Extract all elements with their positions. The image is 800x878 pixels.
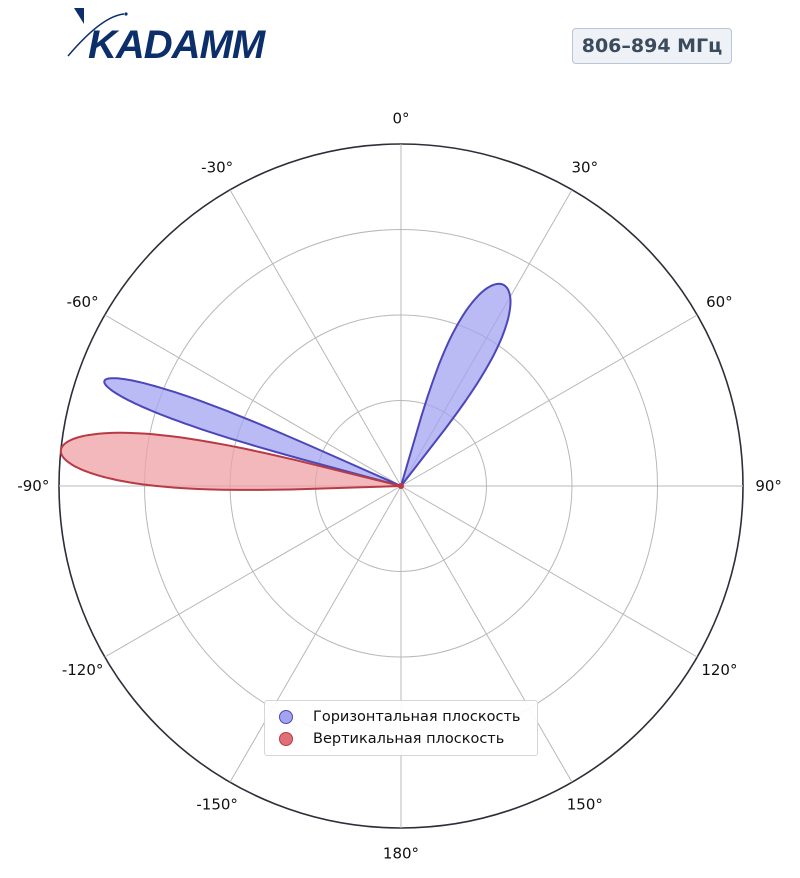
grid-spoke	[400, 485, 698, 658]
angle-tick-label: 150°	[567, 795, 603, 813]
angle-tick-label: 0°	[392, 109, 409, 127]
grid-spoke	[400, 314, 698, 487]
angle-tick-labels: 0° 30° 60° 90° 120° 150° 180° -150° -120° -90° -60…	[17, 109, 782, 862]
angle-tick-label: 60°	[706, 293, 733, 311]
angle-tick-label: -120°	[62, 661, 104, 679]
angle-tick-label: -150°	[196, 795, 238, 813]
kadamm-logo: KADAMM	[67, 8, 267, 64]
angle-tick-label: -60°	[67, 293, 99, 311]
grid-spoke	[104, 485, 402, 658]
legend-label-vertical: Вертикальная плоскость	[313, 731, 505, 747]
angle-tick-label: 120°	[701, 661, 737, 679]
angle-tick-label: 30°	[572, 159, 599, 177]
logo-text: KADAMM	[88, 23, 267, 64]
center-point	[398, 483, 404, 489]
legend-label-horizontal: Горизонтальная плоскость	[313, 709, 521, 725]
series-layer	[59, 282, 512, 491]
grid-spoke	[104, 314, 402, 487]
legend-marker-horizontal	[279, 710, 293, 724]
frequency-badge: 806–894 МГц	[572, 28, 732, 64]
angle-tick-label: 90°	[755, 477, 782, 495]
legend-item-vertical: Вертикальная плоскость	[279, 729, 504, 749]
pattern-lobe	[400, 282, 512, 487]
polar-grid	[58, 143, 744, 829]
grid-spoke	[229, 189, 402, 487]
angle-tick-label: 180°	[383, 845, 419, 863]
pattern-lobe	[103, 377, 402, 487]
angle-tick-label: -90°	[17, 477, 49, 495]
legend: Горизонтальная плоскость Вертикальная пл…	[264, 700, 538, 756]
legend-marker-vertical	[279, 732, 293, 746]
angle-tick-label: -30°	[201, 159, 233, 177]
grid-spoke	[400, 485, 573, 783]
pattern-lobe	[59, 431, 402, 491]
legend-item-horizontal: Горизонтальная плоскость	[279, 707, 520, 727]
grid-spoke	[229, 485, 402, 783]
